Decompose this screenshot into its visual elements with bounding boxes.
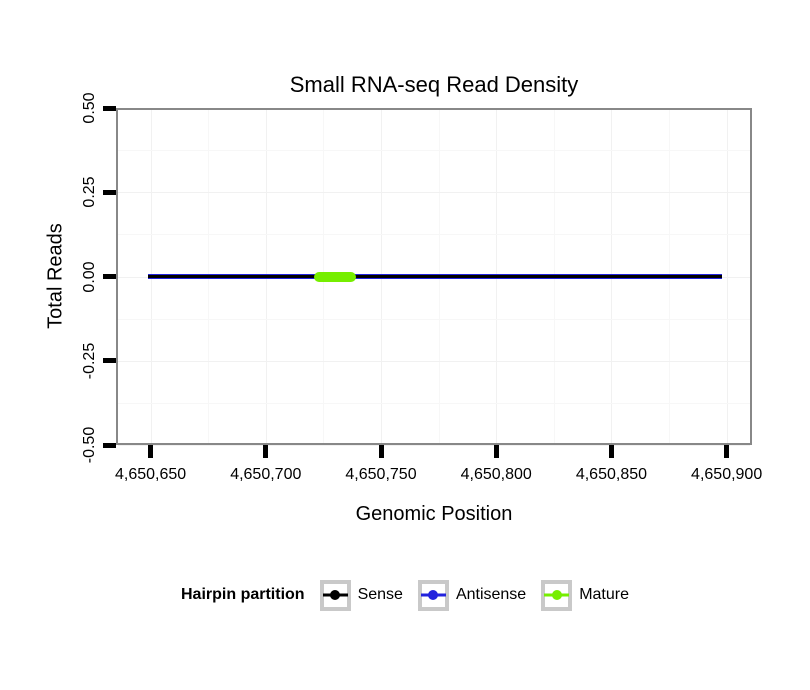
- legend-key-box: [541, 579, 573, 611]
- legend-title: Hairpin partition: [181, 586, 305, 603]
- legend-entry-label: Antisense: [455, 586, 527, 603]
- x-tick-label: 4,650,900: [691, 466, 763, 483]
- y-tick-label: 0.25: [81, 176, 98, 208]
- y-tick: [103, 274, 116, 279]
- x-tick: [493, 445, 499, 458]
- series-line-sense: [148, 275, 723, 278]
- x-tick: [378, 445, 384, 458]
- y-tick: [103, 358, 116, 364]
- series-line-mature: [314, 271, 356, 282]
- legend-key-box: [319, 579, 351, 611]
- x-tick-label: 4,650,700: [230, 466, 302, 483]
- legend-entry-antisense: Antisense: [417, 579, 527, 611]
- x-tick-label: 4,650,750: [345, 466, 417, 483]
- y-tick-label: -0.50: [81, 426, 98, 464]
- gridline-y-minor: [118, 318, 750, 320]
- y-tick-label: 0.00: [81, 260, 98, 293]
- gridline-y-minor: [118, 234, 750, 236]
- y-tick: [103, 189, 116, 195]
- gridline-y-minor: [118, 150, 750, 152]
- legend-entry-sense: Sense: [319, 579, 403, 611]
- gridline-y-major: [118, 445, 750, 446]
- legend-key-box: [417, 579, 449, 611]
- gridline-y-major: [118, 192, 750, 194]
- y-tick: [103, 442, 116, 448]
- chart-title: Small RNA-seq Read Density: [289, 72, 579, 97]
- x-tick-label: 4,650,800: [460, 466, 532, 483]
- legend-entry-label: Mature: [579, 586, 629, 603]
- legend-key-dot-icon: [428, 590, 439, 600]
- legend-entry-label: Sense: [357, 586, 403, 603]
- y-tick-label: -0.25: [81, 342, 98, 379]
- y-tick: [103, 105, 116, 111]
- y-axis-title: Total Reads: [44, 223, 67, 329]
- legend: Hairpin partition Sense Antisense Mature: [0, 578, 810, 612]
- x-tick: [148, 445, 154, 458]
- legend-entry-mature: Mature: [541, 579, 629, 611]
- x-tick-label: 4,650,650: [114, 466, 187, 483]
- legend-key-dot-icon: [330, 590, 341, 600]
- y-tick-label: 0.50: [81, 92, 98, 124]
- legend-key-dot-icon: [551, 590, 562, 600]
- gridline-y-major: [118, 360, 750, 362]
- x-tick-label: 4,650,850: [575, 466, 648, 483]
- x-tick: [724, 445, 730, 458]
- x-tick: [608, 445, 614, 458]
- plot-panel: [116, 108, 752, 445]
- x-axis-title: Genomic Position: [355, 503, 513, 525]
- gridline-y-minor: [118, 402, 750, 404]
- x-tick: [263, 445, 269, 458]
